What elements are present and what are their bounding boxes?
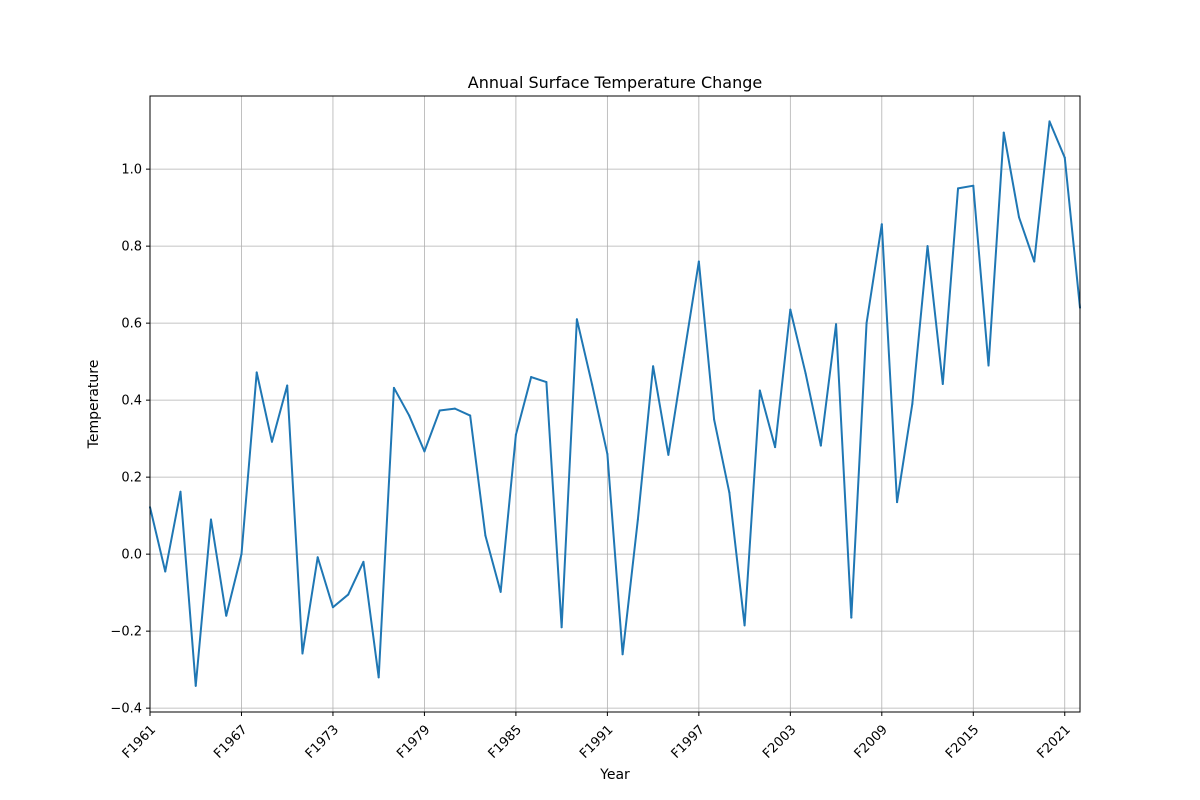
data-point-F2014: [957, 187, 960, 190]
data-point-F2013: [941, 382, 944, 385]
data-point-F1977: [392, 386, 395, 389]
data-point-F1983: [484, 534, 487, 537]
data-point-F2004: [804, 372, 807, 375]
data-point-F2020: [1048, 120, 1051, 123]
data-point-F1979: [423, 450, 426, 453]
data-point-F1974: [347, 593, 350, 596]
data-point-F1969: [270, 440, 273, 443]
data-point-F2002: [774, 446, 777, 449]
data-point-F2009: [880, 223, 883, 226]
data-point-F1987: [545, 381, 548, 384]
data-point-F1990: [591, 383, 594, 386]
plot-frame: [149, 95, 1081, 713]
data-point-F1995: [667, 453, 670, 456]
y-tick-label: −0.4: [110, 702, 142, 717]
data-point-F1975: [362, 560, 365, 563]
data-point-F1963: [179, 490, 182, 493]
data-point-F1981: [453, 407, 456, 410]
data-point-F1998: [713, 418, 716, 421]
y-tick-label: 0.4: [121, 394, 142, 409]
data-point-F1962: [164, 570, 167, 573]
data-point-F1972: [316, 556, 319, 559]
series-line: [149, 120, 1081, 687]
data-point-F1989: [575, 318, 578, 321]
y-axis-title: Temperature: [86, 360, 102, 450]
data-point-F2016: [987, 364, 990, 367]
data-point-F1968: [255, 371, 258, 374]
data-point-F1988: [560, 626, 563, 629]
data-point-F1997: [697, 260, 700, 263]
data-point-F2018: [1018, 216, 1021, 219]
data-point-F1976: [377, 676, 380, 679]
data-point-F2021: [1063, 156, 1066, 159]
y-tick-label: −0.2: [110, 625, 142, 640]
data-point-F1993: [636, 518, 639, 521]
data-point-F1966: [225, 614, 228, 617]
data-point-F2005: [819, 444, 822, 447]
data-point-F1964: [194, 684, 197, 687]
data-point-F1999: [728, 491, 731, 494]
data-point-F2001: [758, 389, 761, 392]
y-tick-label: 0.0: [121, 548, 142, 563]
data-point-F1965: [209, 518, 212, 521]
data-point-F2019: [1033, 260, 1036, 263]
data-point-F1982: [469, 414, 472, 417]
y-tick-label: 1.0: [121, 163, 142, 178]
data-point-F1967: [240, 553, 243, 556]
data-point-F2006: [835, 323, 838, 326]
data-point-F1986: [530, 376, 533, 379]
data-point-F2008: [865, 322, 868, 325]
data-point-F2007: [850, 616, 853, 619]
data-point-F2015: [972, 184, 975, 187]
data-point-F1971: [301, 652, 304, 655]
data-point-F1996: [682, 356, 685, 359]
data-point-F1970: [286, 384, 289, 387]
y-axis-ticks: −0.4 −0.2 0.0 0.2 0.4 0.6 0.8 1.0: [110, 163, 150, 717]
data-point-F1985: [514, 433, 517, 436]
data-point-F2000: [743, 624, 746, 627]
data-point-F2003: [789, 308, 792, 311]
x-axis-title: Year: [599, 767, 630, 783]
data-point-F1991: [606, 453, 609, 456]
data-point-F2010: [896, 501, 899, 504]
data-point-F1980: [438, 409, 441, 412]
data-point-F2012: [926, 245, 929, 248]
data-point-F1973: [331, 606, 334, 609]
data-point-F1978: [408, 414, 411, 417]
data-point-F1984: [499, 590, 502, 593]
y-tick-label: 0.2: [121, 471, 142, 486]
y-tick-label: 0.8: [121, 240, 142, 255]
data-point-F2017: [1002, 131, 1005, 134]
series-lines: [149, 120, 1081, 687]
data-point-F1994: [652, 365, 655, 368]
data-point-F1992: [621, 653, 624, 656]
chart-title: Annual Surface Temperature Change: [468, 73, 762, 92]
data-point-F2011: [911, 403, 914, 405]
y-tick-label: 0.6: [121, 317, 142, 332]
